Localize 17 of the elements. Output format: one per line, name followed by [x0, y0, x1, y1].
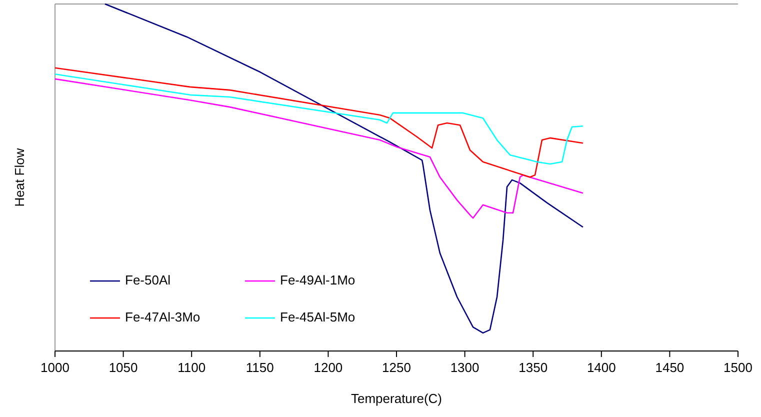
legend-label: Fe-49Al-1Mo — [280, 272, 356, 288]
x-tick-label: 1500 — [724, 360, 752, 375]
x-tick-label: 1300 — [450, 360, 480, 375]
x-tick-label: 1100 — [178, 360, 206, 375]
x-tick-label: 1250 — [382, 360, 411, 375]
legend-label: Fe-47Al-3Mo — [125, 309, 200, 324]
legend-label: Fe-45Al-5Mo — [280, 309, 356, 324]
x-axis-title: Temperature(C) — [350, 391, 442, 406]
x-tick-label: 1050 — [108, 360, 138, 375]
x-tick-label: 1150 — [246, 360, 274, 375]
x-tick-label: 1200 — [314, 360, 343, 375]
legend-label: Fe-50Al — [125, 272, 171, 288]
x-tick-label: 1400 — [586, 360, 616, 375]
x-tick-label: 1450 — [655, 360, 684, 375]
y-axis-title: Heat Flow — [12, 148, 27, 207]
x-tick-label: 1350 — [518, 360, 548, 375]
x-tick-label: 1000 — [40, 360, 70, 375]
